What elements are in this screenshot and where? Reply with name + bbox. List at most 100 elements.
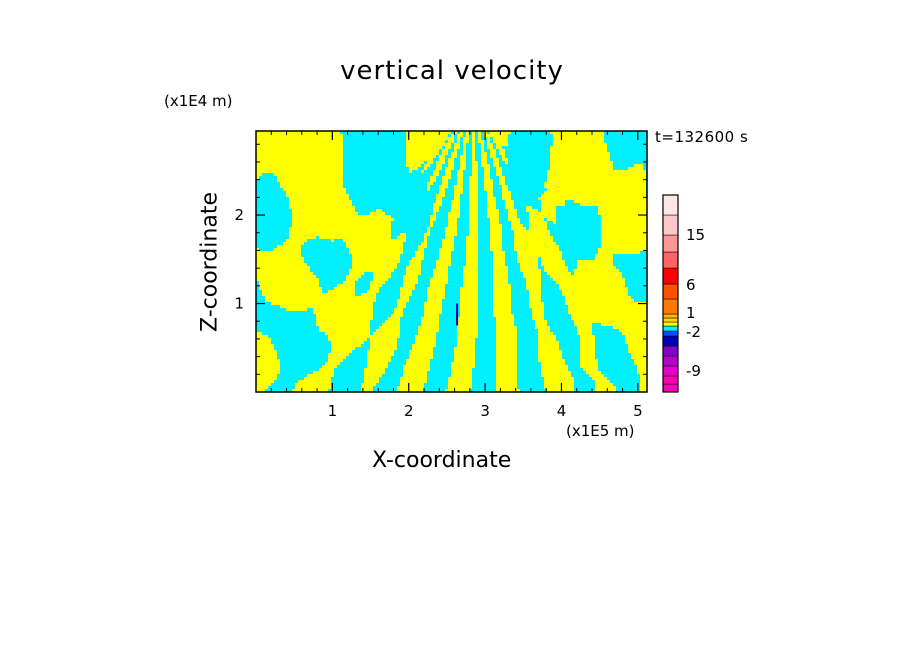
field-cell — [313, 233, 317, 237]
field-cell — [622, 194, 626, 198]
field-cell — [592, 230, 596, 234]
field-cell — [262, 149, 266, 153]
field-cell — [265, 236, 269, 240]
field-cell — [367, 161, 371, 165]
field-cell — [592, 233, 596, 237]
field-cell — [367, 188, 371, 192]
field-cell — [631, 221, 635, 225]
field-cell — [406, 149, 410, 153]
field-cell — [499, 173, 503, 177]
field-cell — [616, 155, 620, 159]
field-cell — [550, 185, 554, 189]
field-cell — [436, 167, 440, 171]
field-cell — [271, 182, 275, 186]
field-cell — [523, 155, 527, 159]
field-cell — [331, 209, 335, 213]
field-cell — [289, 161, 293, 165]
field-cell — [499, 230, 503, 234]
field-cell — [541, 221, 545, 225]
field-cell — [343, 206, 347, 210]
field-cell — [349, 230, 353, 234]
field-cell — [547, 194, 551, 198]
field-cell — [493, 179, 497, 183]
field-cell — [448, 152, 452, 156]
field-cell — [475, 227, 479, 231]
field-cell — [415, 173, 419, 177]
field-cell — [337, 161, 341, 165]
field-cell — [298, 209, 302, 213]
field-cell — [337, 179, 341, 183]
field-cell — [391, 191, 395, 195]
field-cell — [553, 209, 557, 213]
field-cell — [613, 194, 617, 198]
field-cell — [487, 131, 491, 135]
field-cell — [328, 239, 332, 243]
field-cell — [475, 239, 479, 243]
field-cell — [538, 161, 542, 165]
field-cell — [292, 137, 296, 141]
field-cell — [331, 143, 335, 147]
field-cell — [490, 227, 494, 231]
field-cell — [430, 194, 434, 198]
field-cell — [367, 209, 371, 213]
field-cell — [544, 140, 548, 144]
field-cell — [520, 146, 524, 150]
field-cell — [436, 221, 440, 225]
field-cell — [346, 194, 350, 198]
field-cell — [562, 200, 566, 204]
field-cell — [406, 137, 410, 141]
field-cell — [451, 212, 455, 216]
field-cell — [268, 230, 272, 234]
field-cell — [565, 179, 569, 183]
field-cell — [439, 158, 443, 162]
field-cell — [433, 236, 437, 240]
field-cell — [388, 170, 392, 174]
field-cell — [469, 131, 473, 135]
field-cell — [502, 173, 506, 177]
field-cell — [385, 227, 389, 231]
field-cell — [499, 206, 503, 210]
field-cell — [352, 158, 356, 162]
field-cell — [391, 236, 395, 240]
field-cell — [301, 239, 305, 243]
field-cell — [517, 242, 521, 246]
field-cell — [442, 143, 446, 147]
field-cell — [265, 149, 269, 153]
field-cell — [526, 179, 530, 183]
field-cell — [445, 242, 449, 246]
field-cell — [340, 218, 344, 222]
field-cell — [382, 167, 386, 171]
field-cell — [367, 215, 371, 219]
field-cell — [445, 215, 449, 219]
field-cell — [526, 164, 530, 168]
field-cell — [595, 164, 599, 168]
field-cell — [505, 158, 509, 162]
field-cell — [463, 215, 467, 219]
field-cell — [421, 194, 425, 198]
field-cell — [358, 221, 362, 225]
field-cell — [295, 140, 299, 144]
field-cell — [544, 134, 548, 138]
field-cell — [412, 239, 416, 243]
field-cell — [409, 215, 413, 219]
field-cell — [364, 230, 368, 234]
field-cell — [298, 161, 302, 165]
field-cell — [343, 185, 347, 189]
field-cell — [622, 191, 626, 195]
field-cell — [355, 212, 359, 216]
field-cell — [556, 215, 560, 219]
field-cell — [472, 212, 476, 216]
field-cell — [409, 167, 413, 171]
field-cell — [616, 239, 620, 243]
field-cell — [505, 239, 509, 243]
field-cell — [502, 131, 506, 135]
field-cell — [643, 182, 647, 186]
field-cell — [370, 182, 374, 186]
field-cell — [436, 155, 440, 159]
field-cell — [529, 233, 533, 237]
field-cell — [388, 146, 392, 150]
field-cell — [445, 167, 449, 171]
field-cell — [580, 167, 584, 171]
field-cell — [610, 155, 614, 159]
field-cell — [370, 149, 374, 153]
